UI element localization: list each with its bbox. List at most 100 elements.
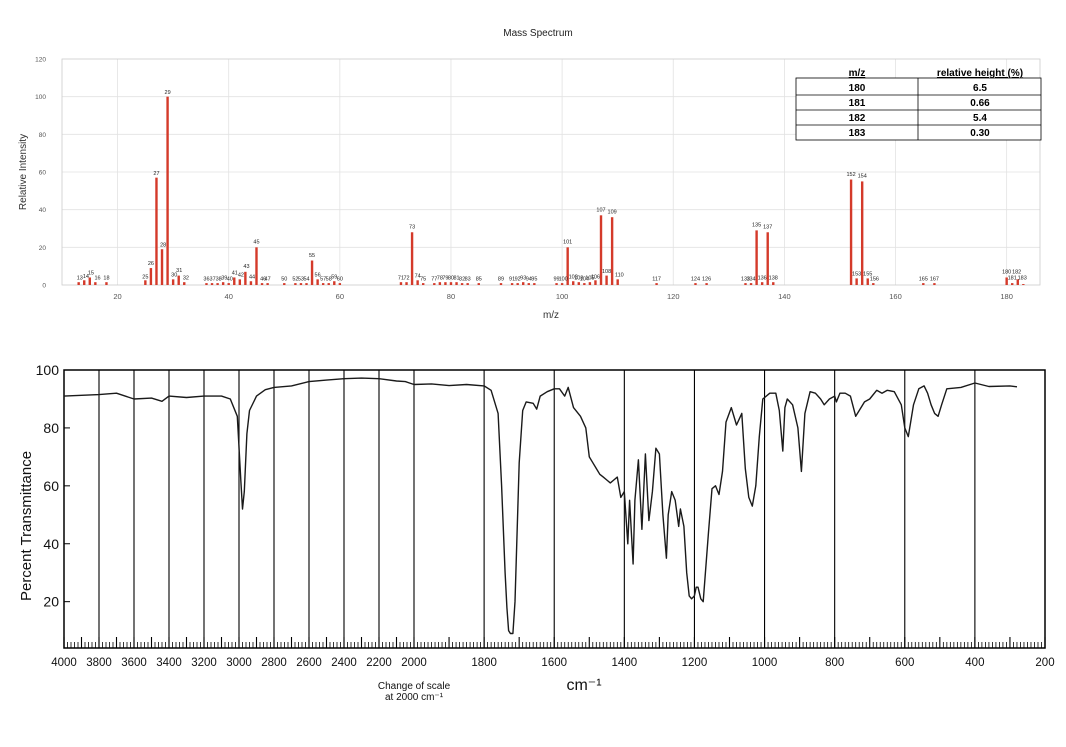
ms-peak-bar — [299, 283, 303, 285]
ms-y-tick-label: 100 — [35, 94, 46, 101]
ms-peak-bar — [216, 283, 219, 285]
ms-peak-bar — [594, 280, 597, 285]
ms-peak-bar — [755, 230, 758, 285]
table-cell: 182 — [849, 113, 866, 124]
ms-peak-bar — [605, 275, 608, 285]
ms-peak-bar — [510, 283, 514, 285]
ms-peak-bar — [583, 283, 586, 285]
ms-x-tick-label: 120 — [667, 292, 680, 301]
ms-peak-label: 56 — [315, 273, 321, 279]
ms-peak-label: 80 — [448, 275, 454, 281]
ms-peak-label: 85 — [476, 276, 482, 282]
ms-peak-label: 109 — [608, 209, 617, 215]
ms-peak-label: 155 — [863, 272, 872, 278]
ms-peak-label: 40 — [227, 276, 233, 282]
ms-peak-bar — [860, 181, 864, 285]
ms-peak-label: 124 — [691, 276, 700, 282]
table-cell: 180 — [849, 83, 866, 94]
ms-peak-label: 153 — [852, 272, 861, 278]
ir-x-tick-label: 1200 — [682, 657, 708, 669]
ms-peak-label: 135 — [752, 223, 761, 229]
ms-plot-frame — [61, 58, 1041, 286]
ms-peak-label: 126 — [702, 276, 711, 282]
ms-peak-bar — [694, 283, 697, 285]
ms-peak-label: 73 — [409, 225, 415, 231]
ms-peak-label: 60 — [337, 276, 343, 282]
ir-plot-frame — [63, 369, 1046, 649]
ms-peak-bar — [460, 283, 464, 285]
ir-x-tick-label: 3000 — [226, 657, 252, 669]
ms-peak-label: 93 — [520, 275, 526, 281]
ms-peak-bar — [321, 283, 325, 285]
ms-x-tick-label: 140 — [778, 292, 791, 301]
ms-peak-label: 31 — [176, 268, 182, 274]
ir-x-tick-label: 400 — [965, 657, 984, 669]
ms-title: Mass Spectrum — [503, 28, 572, 39]
ir-x-tick-label: 800 — [825, 657, 844, 669]
ms-peak-label: 75 — [420, 276, 426, 282]
ir-x-tick-label: 1400 — [612, 657, 638, 669]
ms-x-tick-label: 60 — [336, 292, 344, 301]
table-cell: 0.30 — [970, 128, 990, 139]
ms-peak-bar — [238, 279, 242, 285]
ms-peak-label: 55 — [309, 253, 315, 259]
ms-x-tick-label: 40 — [225, 292, 233, 301]
ms-peak-label: 16 — [95, 275, 101, 281]
scale-note-line1: Change of scale — [378, 681, 451, 692]
ms-peak-bar — [444, 282, 447, 285]
ms-peak-label: 156 — [870, 276, 879, 282]
ms-peak-bar — [744, 283, 747, 285]
ms-peak-bar — [555, 283, 558, 285]
ms-peak-bar — [305, 283, 308, 285]
ms-x-axis: 20 40 60 80 100 120 140 160 180 — [113, 292, 1013, 301]
ir-grid — [98, 370, 976, 648]
ms-peak-bar — [922, 283, 925, 285]
ms-peak-label: 117 — [652, 276, 661, 282]
ms-peak-bar — [599, 215, 603, 285]
ms-peak-label: 92 — [515, 276, 521, 282]
ms-peak-bar — [577, 282, 580, 285]
ms-peak-bar — [572, 281, 575, 285]
ms-peak-bar — [527, 283, 530, 285]
ms-x-axis-label: m/z — [543, 310, 559, 321]
ms-grid — [62, 59, 1040, 285]
ms-peak-label: 99 — [553, 276, 559, 282]
ms-peak-bar — [327, 283, 330, 285]
ms-x-tick-label: 80 — [447, 292, 455, 301]
ms-peak-bar — [399, 282, 403, 285]
ms-peak-bar — [177, 275, 180, 285]
ms-peak-label: 47 — [265, 276, 271, 282]
ms-peak-bar — [316, 279, 319, 285]
ms-peak-label: 180 — [1002, 270, 1011, 276]
ms-peak-bar — [88, 277, 91, 285]
ir-x-tick-label: 4000 — [51, 657, 77, 669]
ms-y-tick-label: 60 — [39, 170, 47, 177]
ms-peak-label: 94 — [526, 276, 532, 282]
ms-peak-bar — [872, 283, 875, 285]
ms-peak-bar — [466, 283, 469, 285]
ir-y-tick-label: 60 — [43, 478, 59, 494]
ms-peak-label: 71 — [398, 275, 404, 281]
ms-peak-bar — [477, 283, 480, 285]
table-cell: 5.4 — [973, 113, 987, 124]
ms-peak-bar — [566, 247, 569, 285]
ms-peak-label: 57 — [320, 276, 326, 282]
ms-peak-label: 36 — [203, 276, 209, 282]
ms-peak-label: 43 — [243, 264, 249, 270]
ms-peak-bar — [294, 283, 297, 285]
ms-x-tick-label: 180 — [1000, 292, 1013, 301]
ir-x-axis-label: cm⁻¹ — [566, 677, 601, 694]
ms-peak-bar — [94, 282, 97, 285]
ms-peak-bar — [866, 278, 869, 285]
ms-peak-label: 138 — [769, 275, 778, 281]
ms-y-tick-label: 40 — [39, 207, 47, 214]
ms-peak-label: 27 — [153, 171, 159, 177]
ms-peak-bar — [655, 283, 658, 285]
table-header-mz: m/z — [849, 68, 866, 79]
ms-peak-bar — [772, 282, 775, 285]
ir-y-tick-label: 80 — [43, 420, 59, 436]
ms-peak-bar — [766, 232, 769, 285]
ms-y-tick-label: 20 — [39, 245, 47, 252]
ir-x-tick-label: 2200 — [366, 657, 392, 669]
ms-peak-bar — [333, 281, 336, 285]
